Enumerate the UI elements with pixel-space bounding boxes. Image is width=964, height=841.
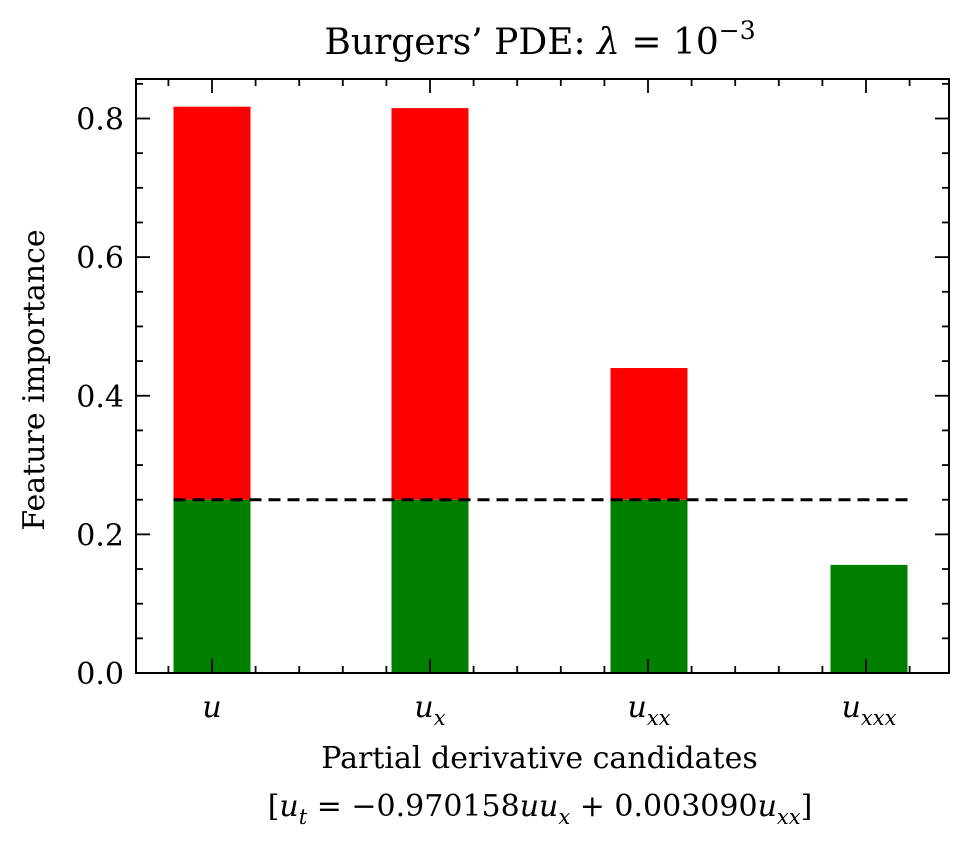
bar-below-threshold-3 bbox=[830, 564, 908, 673]
equation-term: u bbox=[758, 789, 777, 824]
equation-term: u bbox=[279, 789, 298, 824]
equation-term: uu bbox=[520, 789, 559, 824]
title-text: Burgers’ PDE: λ = 10−3 bbox=[324, 16, 755, 63]
x-axis-label: Partial derivative candidates bbox=[321, 741, 757, 776]
bars-group bbox=[173, 106, 908, 673]
equation-subscript: t bbox=[299, 805, 308, 829]
y-tick-label: 0.2 bbox=[76, 518, 124, 553]
equation-open-bracket: [ bbox=[268, 789, 280, 824]
x-tick-label-subscript: xxx bbox=[861, 706, 897, 730]
x-tick-label: ux bbox=[414, 690, 445, 730]
equation-subscript: xx bbox=[777, 805, 801, 829]
x-tick-label-base: u bbox=[202, 690, 221, 725]
y-tick-label: 0.0 bbox=[76, 657, 124, 692]
plot-frame bbox=[135, 78, 950, 674]
x-tick-label-base: u bbox=[414, 690, 433, 725]
bar-below-threshold-0 bbox=[173, 499, 251, 673]
title-prefix: Burgers’ PDE: bbox=[324, 22, 597, 63]
y-axis-label: Feature importance bbox=[17, 229, 52, 530]
chart-title: Burgers’ PDE: λ = 10−3 bbox=[324, 16, 755, 63]
x-tick-label-subscript: x bbox=[434, 706, 446, 730]
bar-below-threshold-1 bbox=[391, 499, 469, 673]
title-equals: = 10 bbox=[620, 22, 719, 63]
bar-above-threshold-2 bbox=[610, 368, 688, 500]
equation-close-bracket: ] bbox=[801, 789, 813, 824]
discovered-equation: [ut = −0.970158uux + 0.003090uxx] bbox=[268, 789, 813, 829]
equation-coefficient: = −0.970158 bbox=[307, 789, 520, 824]
y-tick-label: 0.4 bbox=[76, 380, 124, 415]
equation-coefficient: + 0.003090 bbox=[570, 789, 757, 824]
title-lambda: λ bbox=[595, 22, 620, 63]
x-tick-label-subscript: xx bbox=[647, 706, 671, 730]
bar-above-threshold-1 bbox=[391, 108, 469, 500]
x-tick-label: uxx bbox=[627, 690, 670, 730]
bar-above-threshold-0 bbox=[173, 106, 251, 500]
equation-subscript: x bbox=[558, 805, 570, 829]
y-tick-label: 0.8 bbox=[76, 103, 124, 138]
x-tick-label: u bbox=[202, 690, 221, 725]
x-tick-label-base: u bbox=[842, 690, 861, 725]
x-tick-label: uxxx bbox=[842, 690, 897, 730]
x-tick-label-base: u bbox=[627, 690, 646, 725]
axes-group bbox=[135, 78, 950, 674]
y-tick-label: 0.6 bbox=[76, 241, 124, 276]
bar-below-threshold-2 bbox=[610, 499, 688, 673]
title-exponent: −3 bbox=[719, 16, 756, 45]
